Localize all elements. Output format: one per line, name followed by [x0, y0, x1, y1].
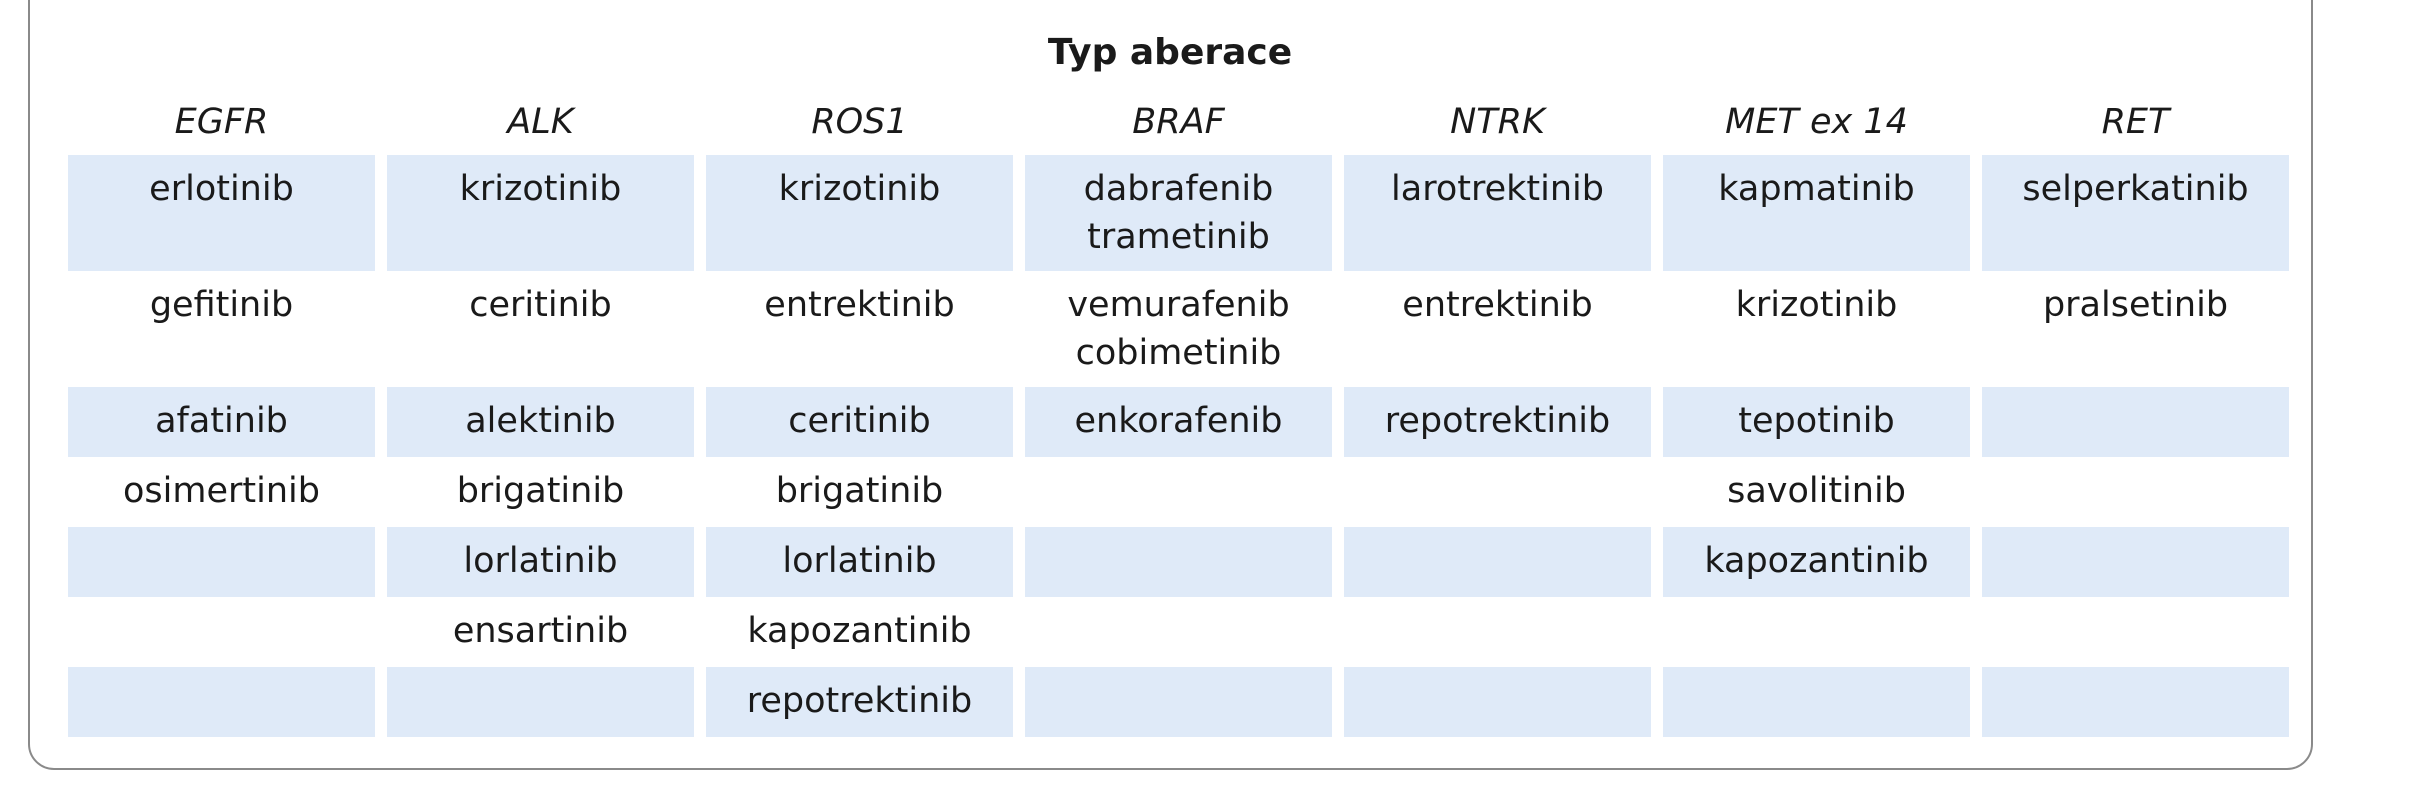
drug-name: ensartinib: [452, 611, 629, 651]
table-cell: [387, 667, 694, 737]
table-cell: [1344, 667, 1651, 737]
table-cell: lorlatinib: [706, 527, 1013, 597]
column-header: ALK: [507, 102, 574, 142]
table-cell: afatinib: [68, 387, 375, 457]
table-cell: repotrektinib: [706, 667, 1013, 737]
table-cell: ceritinib: [387, 271, 694, 387]
table-cell: larotrektinib: [1344, 155, 1651, 271]
table-cell: tepotinib: [1663, 387, 1970, 457]
table-cell: erlotinib: [68, 155, 375, 271]
table-cell: [1663, 597, 1970, 667]
drug-name: larotrektinib: [1391, 169, 1604, 209]
column-header: MET ex 14: [1725, 102, 1908, 142]
table-cell: [68, 527, 375, 597]
table-cell: brigatinib: [706, 457, 1013, 527]
table-cell: [1025, 597, 1332, 667]
drug-name: trametinib: [1087, 217, 1270, 257]
table-cell: brigatinib: [387, 457, 694, 527]
drug-name: lorlatinib: [463, 541, 618, 581]
drug-name: osimertinib: [123, 471, 320, 511]
table-cell: savolitinib: [1663, 457, 1970, 527]
table-cell: osimertinib: [68, 457, 375, 527]
drug-name: alektinib: [465, 401, 616, 441]
table-cell: kapozantinib: [1663, 527, 1970, 597]
drug-name: repotrektinib: [1384, 401, 1611, 441]
drug-name: kapozantinib: [1704, 541, 1929, 581]
drug-name: selperkatinib: [2022, 169, 2249, 209]
table-cell: [68, 667, 375, 737]
table-cell: [1344, 527, 1651, 597]
table-cell: [1982, 457, 2289, 527]
drug-name: pralsetinib: [2042, 285, 2229, 325]
table-cell: ensartinib: [387, 597, 694, 667]
drug-name: dabrafenib: [1083, 169, 1274, 209]
table-cell: dabrafenib trametinib: [1025, 155, 1332, 271]
table-cell: vemurafenib cobimetinib: [1025, 271, 1332, 387]
drug-name: savolitinib: [1727, 471, 1906, 511]
table-cell: entrektinib: [1344, 271, 1651, 387]
table-cell: [1025, 457, 1332, 527]
drug-name: kapmatinib: [1718, 169, 1915, 209]
column-header: EGFR: [174, 102, 269, 142]
table-cell: [1025, 667, 1332, 737]
drug-name: ceritinib: [788, 401, 931, 441]
table-cell: [1344, 597, 1651, 667]
drug-table: EGFR ALK ROS1 BRAF NTRK MET ex 14 RET erlotinib…: [68, 92, 2289, 737]
table-title: Typ aberace: [1047, 32, 1293, 73]
table-cell: krizotinib: [1663, 271, 1970, 387]
table-cell: pralsetinib: [1982, 271, 2289, 387]
drug-name: krizotinib: [1735, 285, 1898, 325]
drug-name: brigatinib: [456, 471, 625, 511]
table-cell: selperkatinib: [1982, 155, 2289, 271]
table-cell: [1344, 457, 1651, 527]
table-cell: [68, 597, 375, 667]
column-header: RET: [2101, 102, 2170, 142]
table-cell: alektinib: [387, 387, 694, 457]
table-cell: [1982, 597, 2289, 667]
table-cell: kapozantinib: [706, 597, 1013, 667]
table-cell: kapmatinib: [1663, 155, 1970, 271]
drug-name: repotrektinib: [746, 681, 973, 721]
drug-name: lorlatinib: [782, 541, 937, 581]
table-frame: [28, 0, 2313, 770]
drug-name: enkorafenib: [1074, 401, 1283, 441]
table-cell: entrektinib: [706, 271, 1013, 387]
table-cell: lorlatinib: [387, 527, 694, 597]
drug-name: brigatinib: [775, 471, 944, 511]
table-cell: [1663, 667, 1970, 737]
table-cell: krizotinib: [387, 155, 694, 271]
drug-name: kapozantinib: [747, 611, 972, 651]
table-cell: repotrektinib: [1344, 387, 1651, 457]
drug-name: cobimetinib: [1075, 333, 1282, 373]
table-cell: [1982, 527, 2289, 597]
drug-name: krizotinib: [459, 169, 622, 209]
drug-name: vemurafenib: [1067, 285, 1290, 325]
column-header: ROS1: [811, 102, 908, 142]
table-cell: [1982, 387, 2289, 457]
table-cell: krizotinib: [706, 155, 1013, 271]
drug-name: ceritinib: [469, 285, 612, 325]
drug-name: gefitinib: [149, 285, 294, 325]
table-cell: gefitinib: [68, 271, 375, 387]
drug-name: tepotinib: [1738, 401, 1895, 441]
table-cell: enkorafenib: [1025, 387, 1332, 457]
drug-name: entrektinib: [1402, 285, 1593, 325]
table-cell: [1025, 527, 1332, 597]
drug-name: erlotinib: [149, 169, 294, 209]
drug-name: entrektinib: [764, 285, 955, 325]
table-cell: ceritinib: [706, 387, 1013, 457]
drug-name: krizotinib: [778, 169, 941, 209]
table-cell: [1982, 667, 2289, 737]
drug-name: afatinib: [155, 401, 288, 441]
column-header: NTRK: [1450, 102, 1545, 142]
column-header: BRAF: [1132, 102, 1225, 142]
